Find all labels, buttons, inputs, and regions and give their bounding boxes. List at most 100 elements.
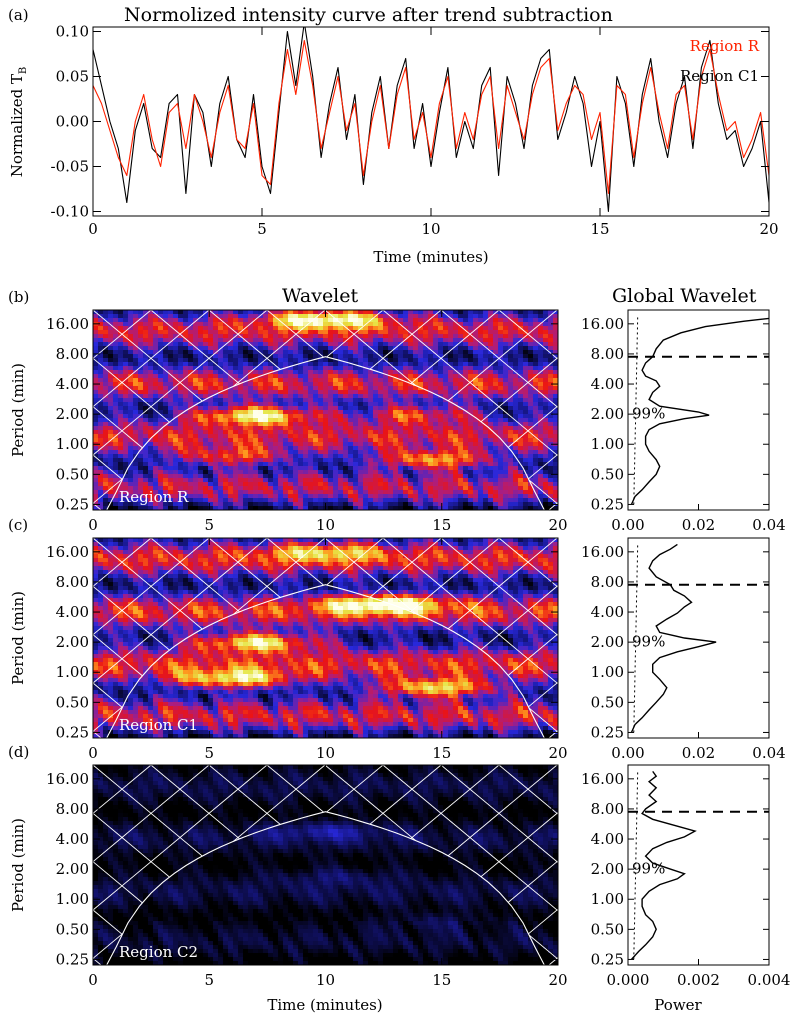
- wavelet-cell: [118, 322, 124, 327]
- wavelet-cell: [358, 494, 364, 499]
- wavelet-cell: [178, 474, 184, 479]
- wavelet-cell: [463, 502, 469, 507]
- wavelet-cell: [238, 402, 244, 407]
- wavelet-cell: [108, 406, 114, 411]
- wavelet-cell: [273, 342, 279, 347]
- wavelet-cell: [408, 370, 414, 375]
- wavelet-cell: [448, 502, 454, 507]
- wavelet-cell: [473, 470, 479, 475]
- wavelet-cell: [413, 450, 419, 455]
- wavelet-cell: [448, 482, 454, 487]
- wavelet-cell: [248, 498, 254, 503]
- wavelet-cell: [303, 390, 309, 395]
- wavelet-cell: [333, 406, 339, 411]
- wavelet-cell: [283, 358, 289, 363]
- wavelet-cell: [123, 318, 129, 323]
- wavelet-cell: [223, 310, 229, 315]
- wavelet-cell: [158, 322, 164, 327]
- wavelet-cell: [543, 418, 549, 423]
- wavelet-cell: [458, 358, 464, 363]
- wavelet-cell: [168, 310, 174, 315]
- wavelet-cell: [433, 382, 439, 387]
- wavelet-cell: [393, 494, 399, 499]
- wavelet-cell: [493, 326, 499, 331]
- wavelet-cell: [183, 422, 189, 427]
- wavelet-cell: [403, 394, 409, 399]
- wavelet-cell: [503, 338, 509, 343]
- wavelet-cell: [468, 318, 474, 323]
- wavelet-cell: [448, 426, 454, 431]
- wavelet-cell: [93, 414, 99, 419]
- wavelet-cell: [418, 498, 424, 503]
- wavelet-cell: [203, 338, 209, 343]
- wavelet-cell: [158, 422, 164, 427]
- wavelet-cell: [178, 418, 184, 423]
- wavelet-cell: [423, 486, 429, 491]
- wavelet-cell: [393, 450, 399, 455]
- wavelet-cell: [418, 314, 424, 319]
- wavelet-cell: [393, 454, 399, 459]
- wavelet-cell: [243, 482, 249, 487]
- wavelet-cell: [293, 386, 299, 391]
- wavelet-cell: [373, 410, 379, 415]
- wavelet-cell: [173, 354, 179, 359]
- wavelet-cell: [213, 342, 219, 347]
- wavelet-cell: [448, 342, 454, 347]
- wavelet-cell: [163, 398, 169, 403]
- wavelet-cell: [403, 438, 409, 443]
- wavelet-cell: [208, 422, 214, 427]
- wavelet-cell: [173, 450, 179, 455]
- wavelet-cell: [213, 402, 219, 407]
- wavelet-cell: [233, 406, 239, 411]
- wavelet-cell: [463, 354, 469, 359]
- wavelet-cell: [253, 334, 259, 339]
- wavelet-cell: [173, 342, 179, 347]
- wavelet-cell: [148, 362, 154, 367]
- wavelet-cell: [328, 382, 334, 387]
- wavelet-cell: [418, 418, 424, 423]
- wavelet-cell: [178, 314, 184, 319]
- wavelet-cell: [283, 494, 289, 499]
- wavelet-cell: [148, 350, 154, 355]
- wavelet-cell: [418, 422, 424, 427]
- wavelet-cell: [433, 378, 439, 383]
- wavelet-cell: [303, 318, 309, 323]
- wavelet-cell: [338, 482, 344, 487]
- wavelet-cell: [223, 362, 229, 367]
- wavelet-cell: [428, 474, 434, 479]
- wavelet-cell: [548, 374, 554, 379]
- wavelet-cell: [283, 338, 289, 343]
- wavelet-cell: [398, 450, 404, 455]
- wavelet-cell: [313, 322, 319, 327]
- wavelet-cell: [113, 358, 119, 363]
- wavelet-cell: [488, 382, 494, 387]
- wavelet-cell: [333, 414, 339, 419]
- wavelet-cell: [313, 538, 319, 543]
- wavelet-cell: [338, 490, 344, 495]
- wavelet-cell: [313, 466, 319, 471]
- wavelet-cell: [223, 394, 229, 399]
- wavelet-cell: [348, 454, 354, 459]
- wavelet-cell: [273, 466, 279, 471]
- wavelet-cell: [338, 494, 344, 499]
- wavelet-cell: [483, 450, 489, 455]
- wavelet-cell: [98, 422, 104, 427]
- wavelet-cell: [138, 326, 144, 331]
- wavelet-cell: [513, 542, 519, 547]
- wavelet-cell: [113, 410, 119, 415]
- wavelet-cell: [278, 446, 284, 451]
- wavelet-cell: [353, 350, 359, 355]
- wavelet-cell: [118, 394, 124, 399]
- wavelet-cell: [173, 338, 179, 343]
- wavelet-cell: [473, 390, 479, 395]
- wavelet-cell: [298, 358, 304, 363]
- wavelet-cell: [463, 542, 469, 547]
- wavelet-cell: [318, 478, 324, 483]
- wavelet-cell: [168, 470, 174, 475]
- wavelet-cell: [198, 406, 204, 411]
- wavelet-cell: [543, 354, 549, 359]
- wavelet-cell: [98, 330, 104, 335]
- wavelet-cell: [273, 470, 279, 475]
- wavelet-cell: [283, 406, 289, 411]
- wavelet-cell: [368, 310, 374, 315]
